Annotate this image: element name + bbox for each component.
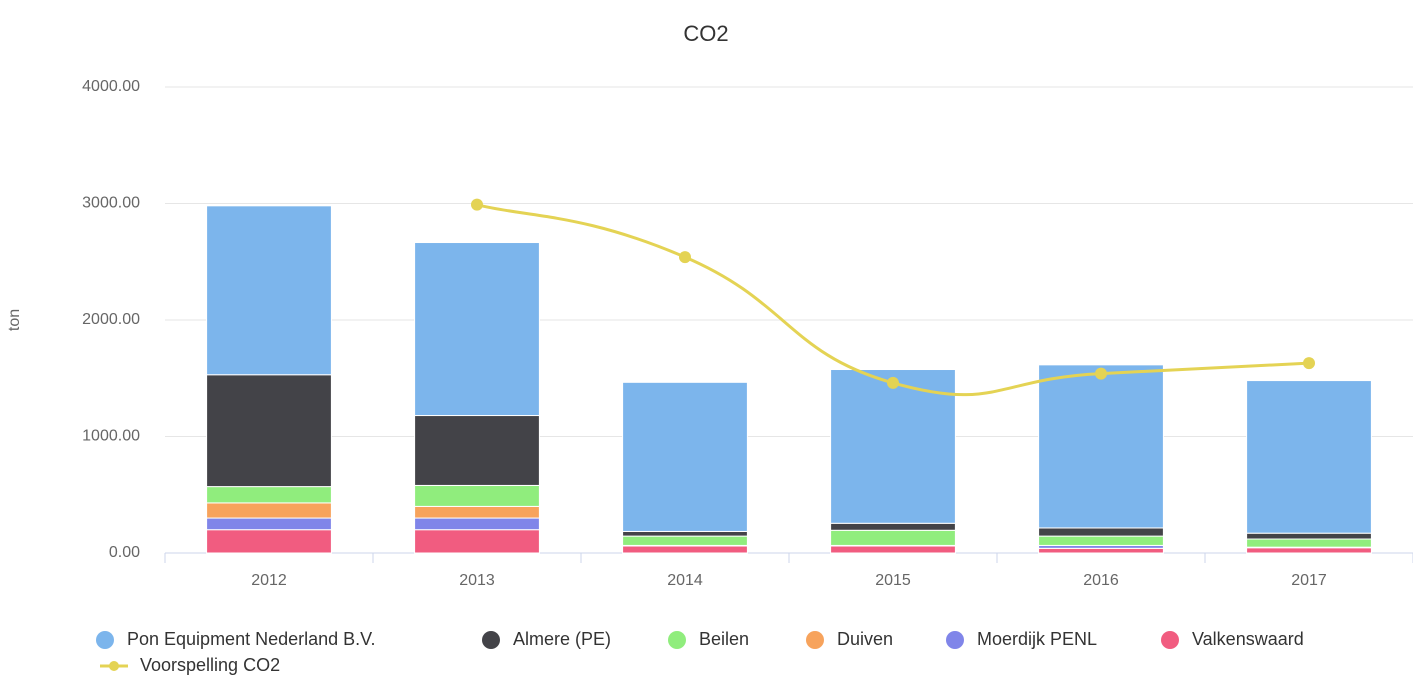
line-marker [887, 376, 899, 389]
bar [830, 529, 956, 546]
bar [414, 529, 540, 554]
bar [1038, 527, 1164, 537]
y-tick-label: 4000.00 [82, 78, 140, 95]
bar [622, 535, 748, 546]
bar [1246, 538, 1372, 548]
y-tick-label: 1000.00 [82, 428, 140, 445]
legend-symbol [946, 631, 964, 649]
line [476, 203, 1310, 397]
bar [1038, 535, 1164, 546]
line-marker [1303, 357, 1315, 370]
bar [414, 415, 540, 486]
chart-title: CO2 [683, 21, 728, 46]
legend-label: Almere (PE) [513, 629, 611, 649]
legend-label: Voorspelling CO2 [140, 655, 280, 675]
x-tick-label: 2012 [251, 572, 287, 589]
legend-symbol [109, 661, 119, 671]
bar [206, 486, 332, 504]
bar [206, 502, 332, 519]
legend-symbol [96, 631, 114, 649]
legend-label: Valkenswaard [1192, 629, 1304, 649]
x-tick-label: 2013 [459, 572, 495, 589]
line-marker [471, 198, 483, 211]
bar [414, 505, 540, 519]
bar [1038, 547, 1164, 554]
line-marker [1095, 367, 1107, 380]
bar [206, 529, 332, 554]
legend-symbol [1161, 631, 1179, 649]
bar [830, 545, 956, 554]
legend-label: Moerdijk PENL [977, 629, 1097, 649]
bar [830, 369, 956, 524]
x-tick-label: 2015 [875, 572, 911, 589]
bar [830, 522, 956, 531]
y-tick-label: 0.00 [109, 544, 140, 561]
legend-symbol [482, 631, 500, 649]
y-tick-label: 3000.00 [82, 195, 140, 212]
bar [414, 517, 540, 531]
legend-symbol [806, 631, 824, 649]
y-tick-label: 2000.00 [82, 311, 140, 328]
bar [622, 381, 748, 532]
x-tick-label: 2017 [1291, 572, 1327, 589]
legend-label: Beilen [699, 629, 749, 649]
bar [1246, 380, 1372, 534]
bar [1038, 364, 1164, 529]
bar [622, 545, 748, 554]
line-marker [679, 251, 691, 264]
bar [206, 517, 332, 531]
x-tick-label: 2016 [1083, 572, 1119, 589]
bar [1246, 547, 1372, 554]
bar [622, 530, 748, 537]
y-axis-label: ton [6, 309, 23, 331]
legend-symbol [668, 631, 686, 649]
bar [414, 242, 540, 417]
bar [1246, 532, 1372, 540]
bar [414, 484, 540, 507]
legend-label: Pon Equipment Nederland B.V. [127, 629, 376, 649]
x-tick-label: 2014 [667, 572, 703, 589]
bar [206, 374, 332, 488]
bar [206, 205, 332, 376]
legend-label: Duiven [837, 629, 893, 649]
